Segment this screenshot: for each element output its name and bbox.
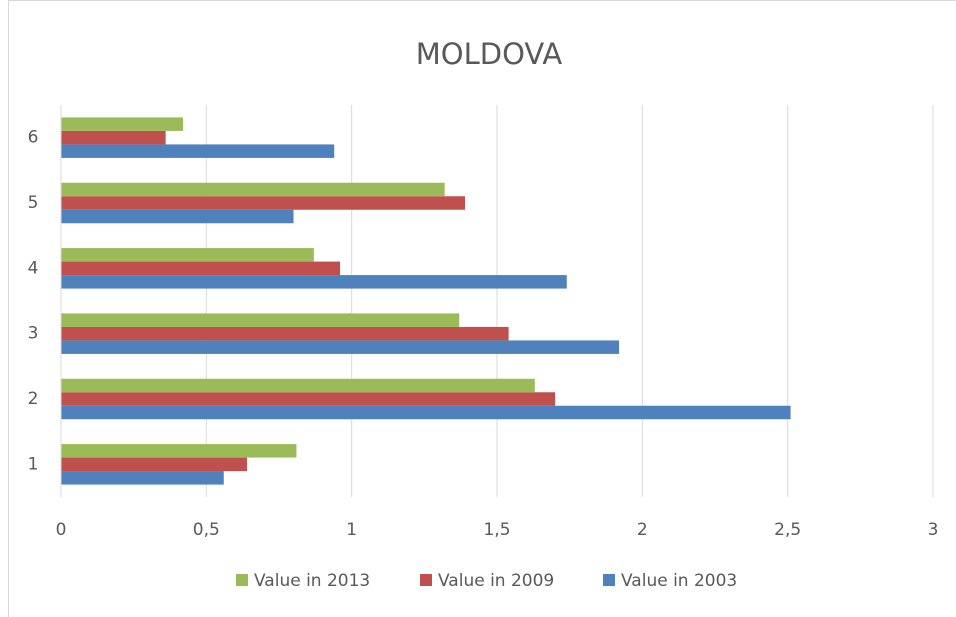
legend-label: Value in 2003 — [621, 571, 737, 591]
y-tick-label: 4 — [28, 258, 39, 278]
bar — [61, 209, 294, 224]
bar — [61, 405, 791, 420]
legend-swatch — [236, 574, 248, 586]
y-tick-label: 6 — [28, 128, 39, 148]
bar — [61, 248, 314, 262]
y-tick-label: 2 — [28, 389, 39, 409]
y-tick-label: 1 — [28, 454, 39, 474]
x-tick-label: 0,5 — [193, 520, 220, 540]
bar — [61, 182, 445, 197]
x-tick-label: 1 — [346, 520, 357, 540]
x-tick-label: 1,5 — [483, 520, 510, 540]
legend-label: Value in 2009 — [438, 571, 554, 591]
bar — [61, 313, 460, 327]
x-tick-label: 2 — [637, 520, 648, 540]
y-tick-label: 5 — [28, 193, 39, 213]
chart-border — [8, 0, 956, 617]
bar — [61, 196, 466, 210]
bar — [61, 275, 567, 289]
bar — [61, 117, 184, 131]
y-tick-label: 3 — [28, 324, 39, 344]
x-tick-label: 2,5 — [774, 520, 801, 540]
legend-swatch — [603, 574, 615, 586]
legend-label: Value in 2013 — [254, 571, 370, 591]
bar — [61, 144, 335, 158]
bar — [61, 261, 341, 276]
bar — [61, 130, 166, 145]
bar — [61, 340, 620, 354]
bar — [61, 444, 297, 458]
bar — [61, 326, 509, 341]
bar — [61, 471, 224, 485]
bar — [61, 392, 556, 406]
bar — [61, 378, 535, 393]
x-tick-label: 3 — [928, 520, 939, 540]
bar — [61, 457, 248, 472]
chart-title: MOLDOVA — [416, 37, 563, 71]
legend-swatch — [420, 574, 432, 586]
x-tick-label: 0 — [56, 520, 67, 540]
